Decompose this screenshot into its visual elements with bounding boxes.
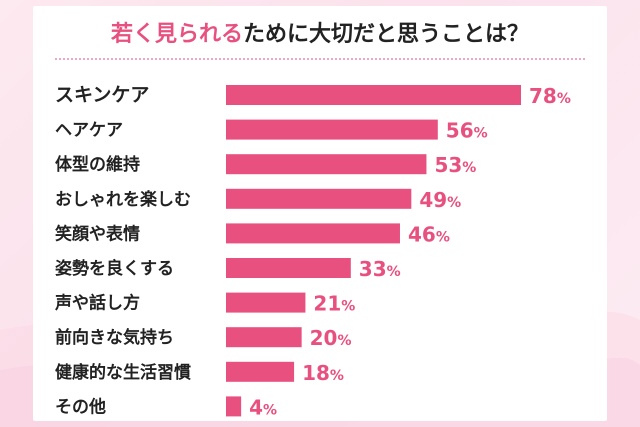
- value-label: 33%: [359, 257, 401, 281]
- value-label: 46%: [408, 222, 450, 246]
- bar-chart: スキンケア 78% ヘアケア 56% 体型の維持 53% おしゃれを楽しむ 49% 笑顔や表情 4…: [54, 84, 571, 419]
- category-label: 声や話し方: [54, 293, 140, 314]
- chart-card: 若く見られるために大切だと思うことは？ スキンケア 78% ヘアケア 56% 体型の維持…: [33, 6, 607, 421]
- category-label: 笑顔や表情: [55, 223, 140, 244]
- value-label: 21%: [313, 292, 355, 316]
- bar: [226, 188, 412, 209]
- value-label: 4%: [249, 395, 277, 419]
- bar: [226, 292, 306, 313]
- title-divider: [55, 58, 585, 60]
- title-highlight: 若く見られる: [110, 22, 243, 47]
- value-label: 49%: [419, 188, 461, 212]
- bar: [226, 327, 302, 348]
- title-rest: ために大切だと思うことは？: [243, 22, 530, 47]
- value-label: 56%: [446, 119, 488, 143]
- value-label: 78%: [529, 84, 571, 108]
- value-label: 53%: [434, 153, 476, 177]
- value-label: 18%: [302, 361, 344, 385]
- category-label: その他: [55, 396, 106, 417]
- category-label: 体型の維持: [55, 154, 140, 175]
- category-label: おしゃれを楽しむ: [55, 189, 191, 210]
- category-label: スキンケア: [55, 84, 149, 106]
- chart-title: 若く見られるために大切だと思うことは？: [33, 16, 607, 48]
- category-label: ヘアケア: [55, 121, 123, 141]
- bar: [226, 258, 351, 278]
- bar: [226, 223, 400, 244]
- category-label: 姿勢を良くする: [55, 258, 174, 279]
- category-label: 健康的な生活習慣: [55, 362, 191, 383]
- bar: [226, 85, 521, 105]
- bar: [226, 154, 427, 175]
- value-label: 20%: [310, 326, 352, 350]
- bar: [226, 361, 295, 382]
- bar: [226, 119, 438, 140]
- bar: [226, 396, 242, 417]
- category-label: 前向きな気持ち: [55, 327, 174, 348]
